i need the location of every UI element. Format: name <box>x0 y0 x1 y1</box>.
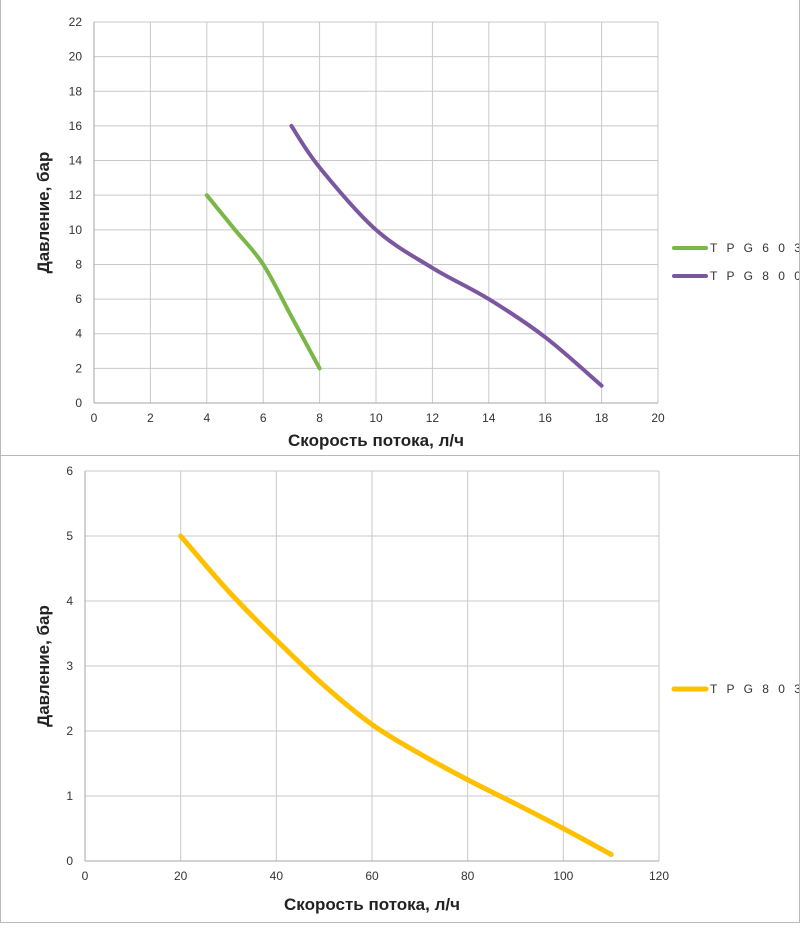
x-axis-title: Скорость потока, л/ч <box>284 895 460 914</box>
x-tick-label: 18 <box>595 411 609 425</box>
y-tick-label: 0 <box>75 396 82 410</box>
x-tick-label: 100 <box>553 869 573 883</box>
series-line-1 <box>289 123 604 388</box>
x-tick-label: 40 <box>270 869 284 883</box>
y-axis-title: Давление, бар <box>34 605 53 727</box>
y-tick-label: 12 <box>69 188 83 202</box>
x-tick-label: 6 <box>260 411 267 425</box>
x-axis-title: Скорость потока, л/ч <box>288 431 464 450</box>
pressure-flow-chart-top: 0 2 4 6 8 10 12 14 16 18 20 22 0 2 4 6 8 10 12 14 16 18 20 Скор… <box>34 15 799 450</box>
x-tick-label: 80 <box>461 869 475 883</box>
x-tick-label: 2 <box>147 411 154 425</box>
x-tick-label: 4 <box>203 411 210 425</box>
legend-entry-1: T P G 8 0 0 N <box>710 269 799 283</box>
y-tick-label: 4 <box>66 594 73 608</box>
y-tick-label: 6 <box>66 464 73 478</box>
y-tick-label: 16 <box>69 119 83 133</box>
y-tick-label: 20 <box>69 50 83 64</box>
y-tick-label: 8 <box>75 257 82 271</box>
series-line-0 <box>204 193 322 371</box>
y-tick-label: 1 <box>66 789 73 803</box>
chart-panel-top: 0 2 4 6 8 10 12 14 16 18 20 22 0 2 4 6 8 10 12 14 16 18 20 Скор… <box>0 0 800 456</box>
y-tick-label: 2 <box>66 724 73 738</box>
y-tick-label: 18 <box>69 84 83 98</box>
x-tick-label: 8 <box>316 411 323 425</box>
y-tick-label: 2 <box>75 361 82 375</box>
y-tick-label: 0 <box>66 854 73 868</box>
x-tick-label: 0 <box>91 411 98 425</box>
y-axis-title: Давление, бар <box>34 152 53 274</box>
y-tick-label: 5 <box>66 529 73 543</box>
x-tick-label: 0 <box>82 869 89 883</box>
chart-panel-bottom: 0 1 2 3 4 5 6 0 20 40 60 80 100 120 Скорость потока, л… <box>0 455 800 923</box>
legend-entry-0: T P G 6 0 3 N <box>710 241 799 255</box>
y-tick-label: 3 <box>66 659 73 673</box>
y-tick-label: 6 <box>75 292 82 306</box>
series-line-0 <box>178 533 614 857</box>
y-tick-label: 14 <box>69 154 83 168</box>
y-tick-label: 22 <box>69 15 83 29</box>
legend-entry-0: T P G 8 0 3 N <box>710 682 799 696</box>
y-tick-label: 10 <box>69 223 83 237</box>
x-tick-label: 14 <box>482 411 496 425</box>
x-tick-label: 20 <box>174 869 188 883</box>
x-tick-label: 20 <box>651 411 665 425</box>
x-tick-label: 60 <box>365 869 379 883</box>
x-tick-label: 10 <box>369 411 383 425</box>
x-tick-label: 16 <box>539 411 553 425</box>
y-tick-label: 4 <box>75 327 82 341</box>
x-tick-label: 120 <box>649 869 669 883</box>
x-tick-label: 12 <box>426 411 440 425</box>
